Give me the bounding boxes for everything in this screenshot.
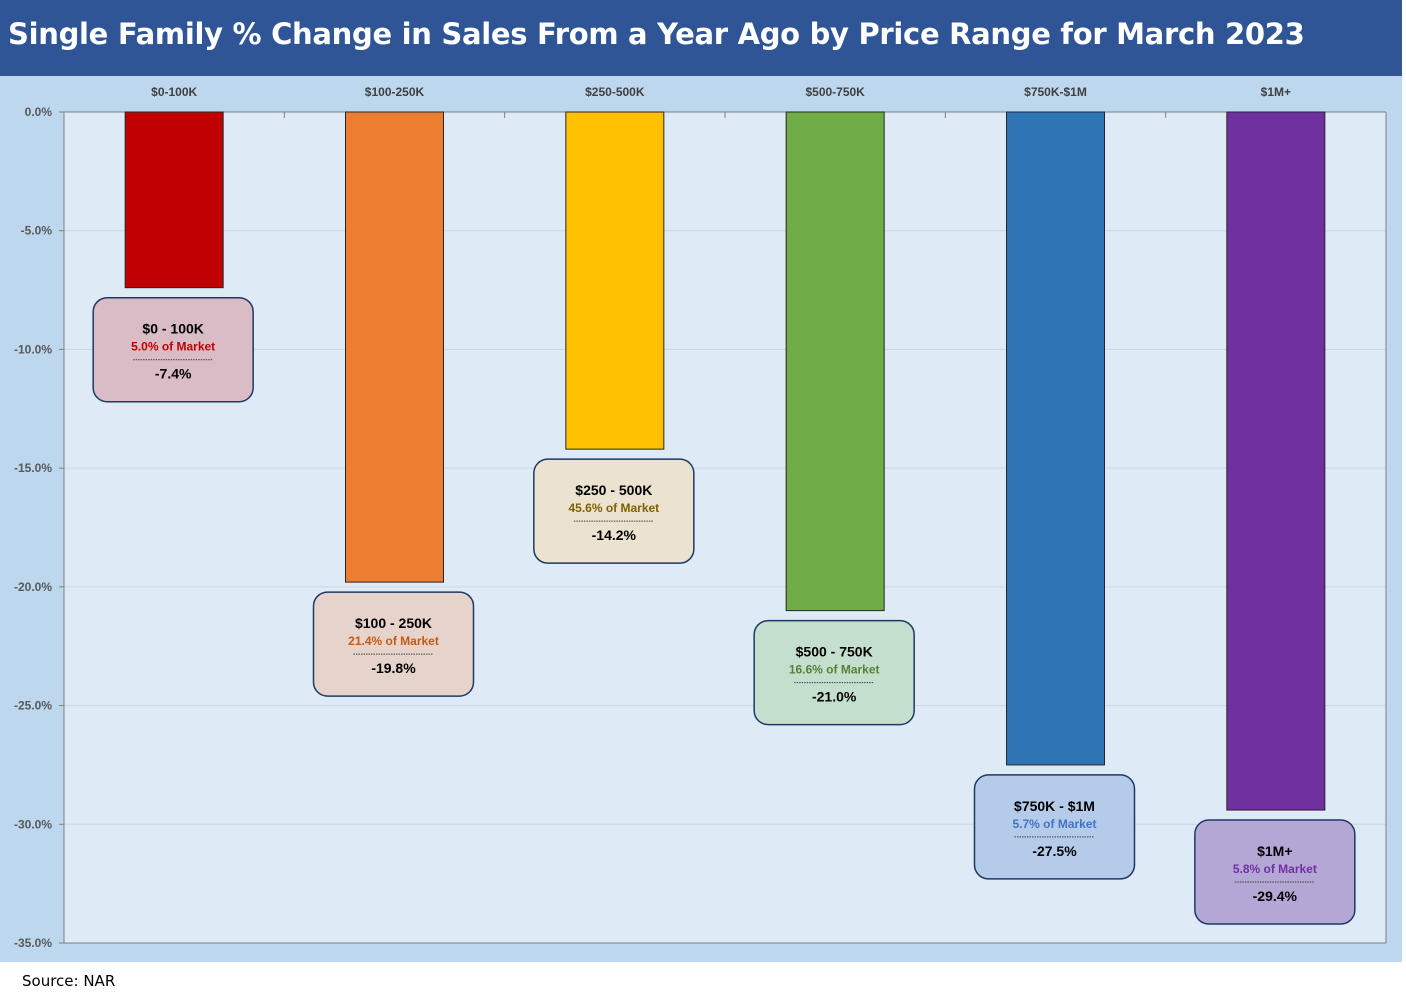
bar <box>124 111 224 289</box>
category-label: $750K-$1M <box>1024 85 1087 99</box>
title-bar: Single Family % Change in Sales From a Y… <box>0 0 1402 76</box>
y-tick-label: -10.0% <box>14 342 52 356</box>
callout-share: 5.0% of Market <box>131 340 215 354</box>
callout-box <box>92 296 254 403</box>
source-note: Source: NAR <box>22 972 116 990</box>
category-label: $0-100K <box>151 85 197 99</box>
callout-value: -21.0% <box>812 689 857 705</box>
y-tick-label: -25.0% <box>14 699 52 713</box>
callout-title: $1M+ <box>1257 843 1292 859</box>
callout-share: 5.8% of Market <box>1233 862 1317 876</box>
callout-box <box>312 591 475 697</box>
callout-value: -14.2% <box>592 527 637 543</box>
callout-share: 5.7% of Market <box>1012 817 1096 831</box>
callout-value: -19.8% <box>371 660 416 676</box>
y-tick-label: -15.0% <box>14 461 52 475</box>
callout-box <box>973 774 1136 880</box>
category-label: $250-500K <box>585 85 645 99</box>
bar-chart: 0.0% -5.0% -10.0% -15.0% -20.0% -25.0% -30.0% -… <box>14 85 1387 950</box>
callout-value: -7.4% <box>155 366 192 382</box>
callout-title: $0 - 100K <box>142 321 203 337</box>
y-tick-label: -5.0% <box>21 224 53 238</box>
callout-title: $100 - 250K <box>355 615 432 631</box>
y-tick-label: -30.0% <box>14 817 52 831</box>
callout-title: $750K - $1M <box>1014 798 1095 814</box>
callout-title: $250 - 500K <box>575 482 652 498</box>
callout-share: 45.6% of Market <box>568 501 659 515</box>
y-tick-label: 0.0% <box>25 105 53 119</box>
callout-box <box>753 619 915 726</box>
bar <box>1006 111 1105 766</box>
callout-value: -27.5% <box>1032 843 1077 859</box>
callout-share: 16.6% of Market <box>789 663 880 677</box>
callout-box <box>1194 819 1356 925</box>
callout-value: -29.4% <box>1253 888 1298 904</box>
callout-title: $500 - 750K <box>796 644 873 660</box>
bar <box>1226 111 1326 811</box>
category-label: $500-750K <box>805 85 865 99</box>
plot-area <box>64 112 1386 943</box>
callout-share: 21.4% of Market <box>348 634 439 648</box>
callout-box <box>533 458 695 564</box>
bar <box>785 111 885 612</box>
category-label: $100-250K <box>365 85 425 99</box>
page-edge <box>1402 0 1406 1000</box>
bar <box>345 111 444 583</box>
y-tick-label: -20.0% <box>14 580 52 594</box>
chart-title: Single Family % Change in Sales From a Y… <box>8 17 1305 51</box>
y-tick-label: -35.0% <box>14 936 52 950</box>
category-label: $1M+ <box>1261 85 1291 99</box>
bar <box>565 111 665 450</box>
